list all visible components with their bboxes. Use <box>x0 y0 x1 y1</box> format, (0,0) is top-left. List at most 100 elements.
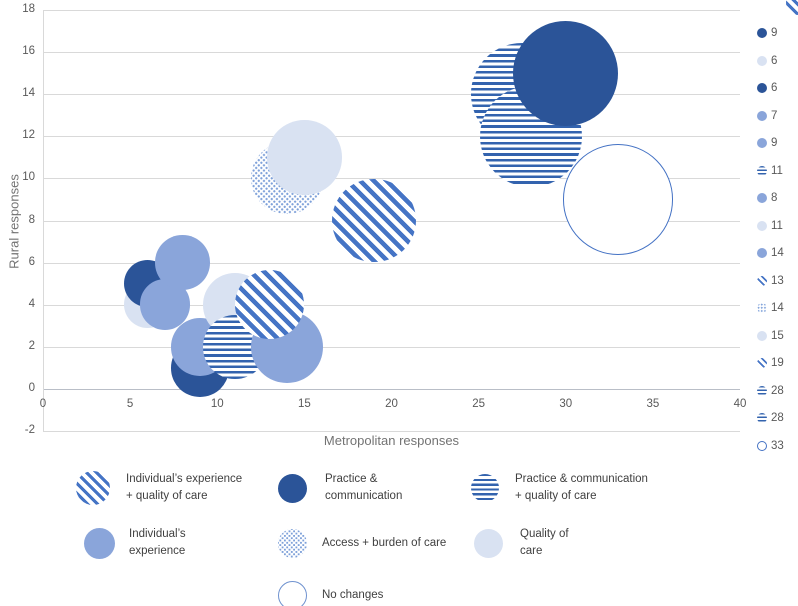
size-legend-value: 14 <box>771 247 784 259</box>
bubble <box>155 235 210 290</box>
size-legend-item: 6 <box>757 82 777 94</box>
practice_quality-circle-icon <box>757 386 767 396</box>
quality-circle-icon <box>757 331 767 341</box>
size-legend-item: 14 <box>757 302 784 314</box>
individual_quality-circle-icon <box>757 358 767 368</box>
gridline <box>43 178 740 180</box>
bubble <box>332 178 416 263</box>
category-legend-label: Practice & communication + quality of car… <box>515 473 648 502</box>
y-tick-label: 8 <box>28 213 35 226</box>
size-legend-item: 19 <box>757 357 784 369</box>
size-legend-value: 8 <box>771 192 778 204</box>
size-legend-value: 6 <box>771 55 778 67</box>
y-tick-label: 6 <box>28 255 35 268</box>
size-legend-item: 7 <box>757 110 777 122</box>
bubble <box>513 20 619 126</box>
individual-circle-icon <box>757 111 767 121</box>
gridline <box>43 346 740 348</box>
gridline <box>43 431 740 432</box>
y-tick-label: -2 <box>24 424 35 436</box>
category-legend-label: Individual’s experience <box>129 528 186 557</box>
gridline <box>43 388 740 390</box>
size-legend-value: 33 <box>771 440 784 452</box>
size-legend-value: 19 <box>771 357 784 369</box>
size-legend-item: 33 <box>757 440 784 452</box>
x-tick-label: 25 <box>472 397 486 410</box>
size-legend-item: 14 <box>757 247 784 259</box>
size-legend-value: 15 <box>771 330 784 342</box>
individual-circle-icon <box>757 138 767 148</box>
gridline <box>43 262 740 264</box>
practice_quality-circle-icon <box>471 474 499 502</box>
y-tick-label: 2 <box>28 339 35 352</box>
y-tick-label: 14 <box>22 87 35 100</box>
category-legend-label: Practice & communication <box>325 473 403 502</box>
size-legend-item: 11 <box>757 220 783 232</box>
size-legend-item: 9 <box>757 27 777 39</box>
size-legend-value: 9 <box>771 27 778 39</box>
size-legend-value: 28 <box>771 385 784 397</box>
practice_quality-circle-icon <box>757 413 767 423</box>
category-legend-label: No changes <box>322 588 384 601</box>
gridline <box>43 136 740 138</box>
category-legend-label: Quality of care <box>520 528 569 557</box>
size-legend-value: 13 <box>771 275 784 287</box>
y-axis-title: Rural responses <box>6 174 22 269</box>
practice-circle-icon <box>757 83 767 93</box>
size-legend-value: 11 <box>771 165 783 177</box>
size-legend-value: 7 <box>771 110 778 122</box>
access-circle-icon <box>278 528 307 558</box>
category-legend-item: Practice & communication + quality of car… <box>471 469 648 507</box>
x-tick-label: 40 <box>733 397 747 410</box>
x-tick-label: 35 <box>646 397 660 410</box>
bubble <box>234 270 305 340</box>
y-tick-label: 18 <box>22 3 35 15</box>
category-legend-label: Access + burden of care <box>322 536 447 549</box>
size-legend-item: 28 <box>757 412 784 424</box>
practice-circle-icon <box>278 473 307 503</box>
cropped-bubble-fragment <box>786 0 798 15</box>
open-circle-icon <box>757 441 767 451</box>
size-legend-item: 15 <box>757 330 784 342</box>
category-legend-item: Individual’s experience <box>84 524 186 562</box>
y-tick-label: 4 <box>28 297 35 310</box>
gridline <box>43 94 740 96</box>
gridline <box>43 52 740 54</box>
size-legend-value: 6 <box>771 82 778 94</box>
category-legend-item: Individual’s experience + quality of care <box>76 469 242 507</box>
y-tick-label: 16 <box>22 45 35 58</box>
practice-circle-icon <box>757 28 767 38</box>
size-legend-item: 28 <box>757 385 784 397</box>
y-axis-line <box>43 10 44 431</box>
size-legend-value: 11 <box>771 220 783 232</box>
individual-circle-icon <box>757 193 767 203</box>
practice_quality-circle-icon <box>757 166 767 176</box>
individual-circle-icon <box>84 527 115 559</box>
gridline <box>43 304 740 306</box>
bubble <box>267 120 342 195</box>
x-tick-label: 15 <box>297 397 311 410</box>
size-legend-item: 11 <box>757 165 783 177</box>
y-tick-label: 10 <box>22 171 35 184</box>
quality-circle-icon <box>757 56 767 66</box>
x-tick-label: 10 <box>210 397 224 410</box>
x-tick-label: 0 <box>39 397 47 410</box>
quality-circle-icon <box>757 221 767 231</box>
y-tick-label: 12 <box>22 129 35 142</box>
category-legend-item: Practice & communication <box>278 469 402 507</box>
category-legend-label: Individual’s experience + quality of care <box>126 473 243 502</box>
size-legend-value: 28 <box>771 412 784 424</box>
size-legend-item: 8 <box>757 192 777 204</box>
category-legend-item: No changes <box>278 576 383 606</box>
x-tick-label: 5 <box>126 397 134 410</box>
individual_quality-circle-icon <box>76 471 110 505</box>
quality-circle-icon <box>474 528 503 558</box>
gridline <box>43 10 740 11</box>
individual_quality-circle-icon <box>757 276 767 286</box>
size-legend-item: 13 <box>757 275 784 287</box>
individual-circle-icon <box>757 248 767 258</box>
access-circle-icon <box>757 303 767 313</box>
category-legend-item: Access + burden of care <box>278 524 446 562</box>
x-tick-label: 30 <box>559 397 573 410</box>
